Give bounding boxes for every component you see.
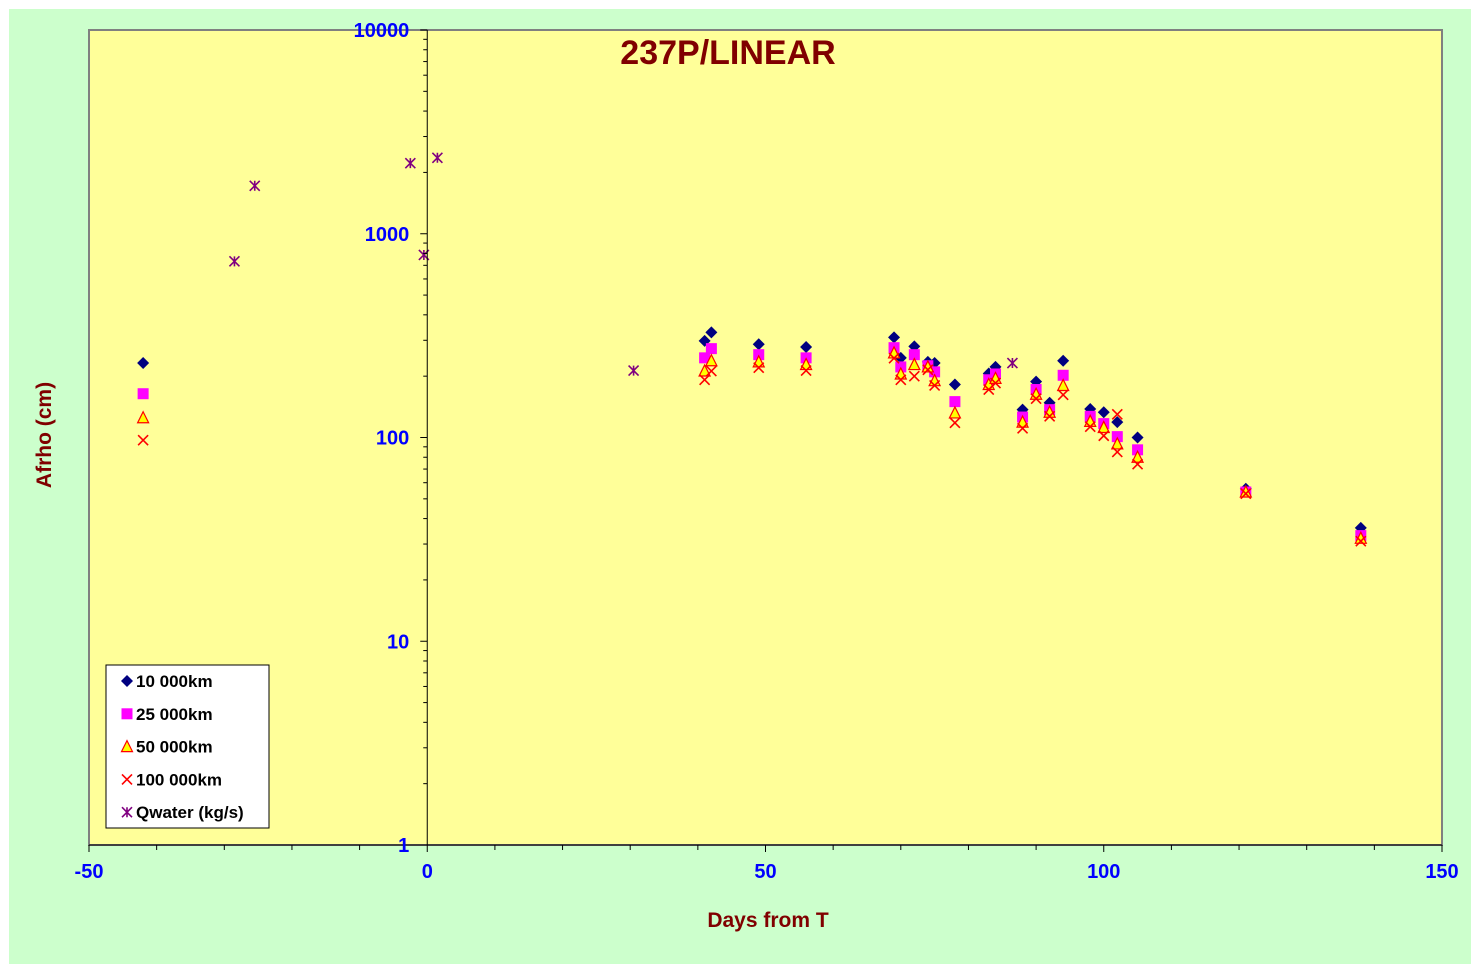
data-point	[1056, 378, 1070, 392]
legend-label: 10 000km	[136, 672, 213, 691]
legend-label: Qwater (kg/s)	[136, 803, 244, 822]
x-tick-label: -50	[75, 861, 104, 883]
legend-label: 25 000km	[136, 705, 213, 724]
legend-marker	[121, 806, 133, 818]
data-point	[1097, 420, 1111, 434]
data-point	[908, 370, 920, 382]
data-point	[800, 341, 813, 354]
data-point	[1098, 430, 1110, 442]
data-point	[705, 326, 718, 339]
legend-marker	[121, 773, 133, 785]
legend-label: 100 000km	[136, 770, 222, 789]
data-point	[1131, 449, 1145, 463]
data-point	[1111, 446, 1123, 458]
data-point	[753, 362, 765, 374]
legend-marker	[121, 708, 133, 720]
x-tick-label: 0	[422, 861, 433, 883]
legend-marker	[120, 739, 134, 753]
data-point	[895, 374, 907, 386]
data-point	[948, 405, 962, 419]
data-point	[908, 349, 920, 361]
data-point	[1006, 357, 1018, 369]
y-axis-title: Afrho (cm)	[33, 382, 56, 488]
data-point	[137, 357, 150, 370]
data-point	[1057, 369, 1069, 381]
data-point	[1240, 488, 1252, 500]
legend-label: 50 000km	[136, 738, 213, 757]
data-point	[907, 357, 921, 371]
data-point	[699, 374, 711, 386]
x-axis-title: Days from T	[707, 909, 829, 932]
x-tick-label: 50	[754, 861, 776, 883]
data-point	[1057, 389, 1069, 401]
data-point	[1084, 421, 1096, 433]
y-tick-label: 100	[376, 428, 409, 450]
data-point	[1016, 414, 1030, 428]
data-point	[1131, 431, 1144, 444]
data-point	[628, 365, 640, 377]
series-100000km	[137, 352, 1367, 547]
data-point	[249, 180, 261, 192]
y-tick-label: 10	[387, 631, 409, 653]
data-point	[1017, 422, 1029, 434]
chart-title: 237P/LINEAR	[620, 34, 835, 72]
data-point	[1110, 436, 1124, 450]
data-point	[704, 353, 718, 367]
plot-area	[88, 29, 1443, 846]
x-tick-label: 100	[1087, 861, 1120, 883]
data-point	[888, 352, 900, 364]
data-point	[1132, 458, 1144, 470]
data-point	[431, 152, 443, 164]
data-point	[1044, 410, 1056, 422]
y-tick-label: 1	[398, 835, 409, 857]
data-point	[404, 157, 416, 169]
axes: -50 0 50 100 150 1 10 100 1000 10000	[75, 20, 1459, 883]
data-point	[1132, 444, 1144, 456]
data-point	[922, 364, 934, 376]
legend-marker	[121, 675, 133, 687]
data-point	[1097, 406, 1110, 419]
x-tick-label: 150	[1425, 861, 1458, 883]
data-point	[228, 255, 241, 267]
y-tick-label: 10000	[354, 20, 410, 42]
legend: 10 000km 25 000km 50 000km 100 000km Qwater …	[105, 664, 270, 829]
data-point	[1030, 393, 1042, 405]
data-point	[949, 417, 961, 429]
data-point	[989, 377, 1002, 389]
data-point	[929, 366, 941, 378]
data-point	[888, 331, 901, 344]
data-point	[752, 338, 765, 351]
data-point	[699, 352, 711, 364]
data-point	[705, 365, 717, 377]
data-point	[705, 343, 717, 355]
data-point	[1111, 416, 1124, 429]
y-tick-label: 1000	[365, 224, 410, 246]
data-point	[948, 378, 961, 391]
legend-box	[105, 664, 270, 829]
data-point	[136, 410, 150, 424]
data-point	[137, 388, 149, 400]
data-point	[1057, 354, 1070, 367]
data-point	[800, 365, 812, 377]
data-point	[929, 379, 941, 392]
chart-marks	[136, 152, 1368, 547]
data-point	[1355, 535, 1367, 547]
data-point	[949, 396, 961, 408]
data-point	[698, 363, 712, 377]
data-point	[137, 434, 149, 446]
data-point	[1111, 408, 1123, 420]
